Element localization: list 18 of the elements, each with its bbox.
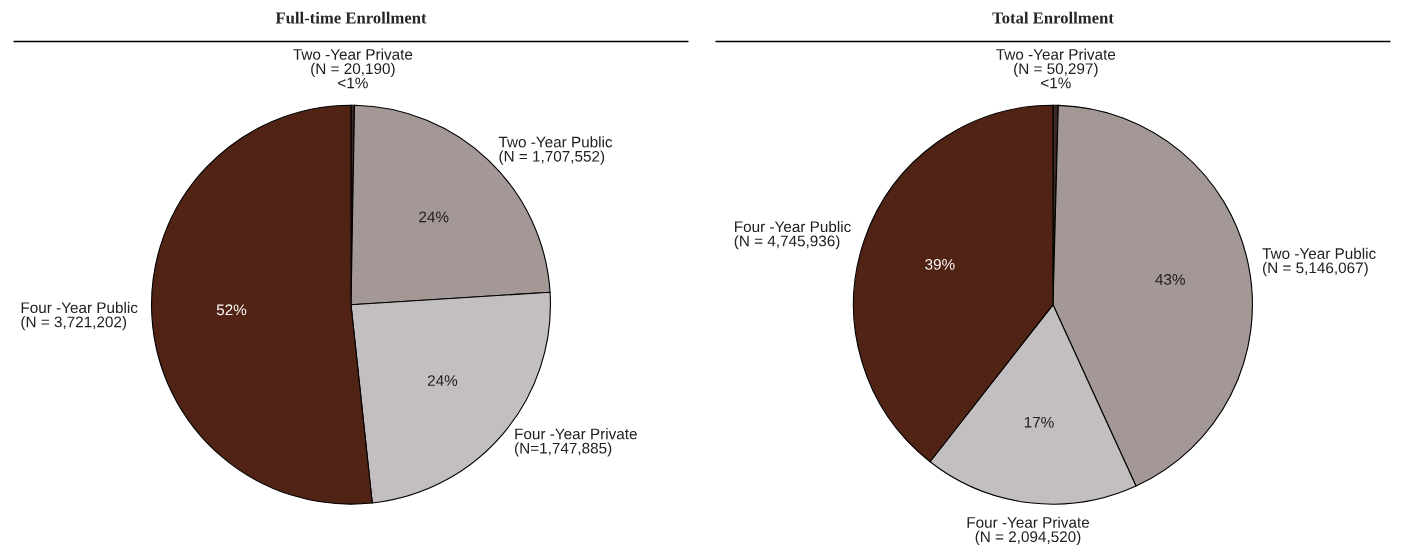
data-label: 17% <box>1024 416 1054 428</box>
slice-label: Two -Year Private (N = 20,190) <box>293 48 413 78</box>
slice-label: Four -Year Public (N = 3,721,202) <box>21 301 138 331</box>
data-label: <1% <box>1041 77 1071 89</box>
slice-label: Four -Year Private (N=1,747,885) <box>515 428 637 457</box>
slice-label: Two -Year Private (N = 50,297) <box>996 48 1116 78</box>
data-label: <1% <box>338 77 368 89</box>
slice-label: Four -Year Private (N = 2,094,520) <box>967 516 1090 546</box>
data-label: 24% <box>419 211 449 223</box>
data-label: 39% <box>925 258 955 270</box>
data-label: 43% <box>1155 274 1185 285</box>
slice-label: Four -Year Public (N = 4,745,936) <box>734 220 851 250</box>
chart-title: Full-time Enrollment <box>275 11 427 24</box>
data-label: 24% <box>427 375 458 386</box>
chart-title: Total Enrollment <box>992 11 1114 24</box>
slice-label: Two -Year Public (N = 5,146,067) <box>1262 247 1376 277</box>
data-label: 52% <box>216 304 247 316</box>
slice-label: Two -Year Public (N = 1,707,552) <box>498 136 613 165</box>
